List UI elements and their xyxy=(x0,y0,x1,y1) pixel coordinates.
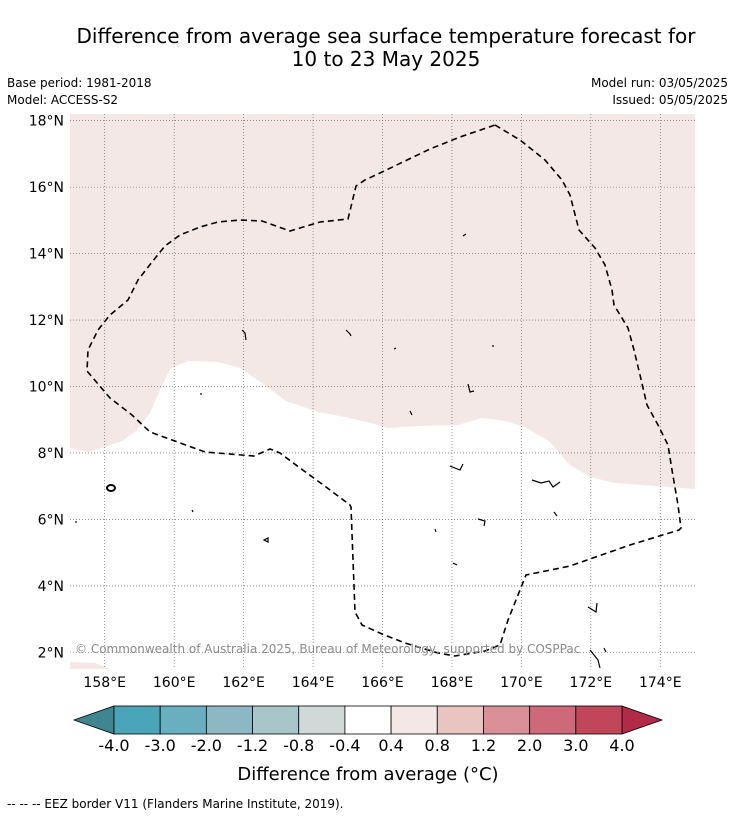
base-period: Base period: 1981-2018 xyxy=(7,76,152,90)
eez-legend-note: -- -- -- EEZ border V11 (Flanders Marine… xyxy=(7,797,344,811)
lon-tick-label: 170°E xyxy=(500,675,543,691)
colorbar-tick-label: -1.2 xyxy=(237,736,268,755)
lat-tick-label: 2°N xyxy=(38,645,64,661)
colorbar-segment xyxy=(113,705,161,735)
title-line-1: Difference from average sea surface temp… xyxy=(76,24,696,48)
colorbar-tick-label: -0.4 xyxy=(329,736,360,755)
anomaly-shaded-sliver xyxy=(70,662,110,669)
colorbar-tick-label: 1.2 xyxy=(471,736,496,755)
colorbar-upper-extension xyxy=(621,705,664,735)
lat-tick-label: 18°N xyxy=(29,114,64,130)
colorbar-segment xyxy=(159,705,207,735)
issued-date: Issued: 05/05/2025 xyxy=(612,93,728,107)
colorbar-tick-labels: -4.0 -3.0 -2.0 -1.2 -0.8 -0.4 0.4 0.8 1.2 2.0 3.0 4… xyxy=(98,736,634,755)
colorbar-tick-label: -3.0 xyxy=(145,736,176,755)
lon-tick-label: 158°E xyxy=(83,675,126,691)
lat-tick-label: 16°N xyxy=(29,180,64,196)
colorbar-segment xyxy=(344,705,392,735)
colorbar-tick-label: 0.8 xyxy=(425,736,450,755)
lon-tick-label: 174°E xyxy=(639,675,682,691)
colorbar-segment xyxy=(436,705,484,735)
copyright-notice: © Commonwealth of Australia 2025, Bureau… xyxy=(75,642,580,656)
lat-tick-label: 6°N xyxy=(38,512,64,528)
colorbar-tick-label: -0.8 xyxy=(283,736,314,755)
colorbar-tick-label: 2.0 xyxy=(517,736,542,755)
lat-tick-label: 4°N xyxy=(38,579,64,595)
lat-tick-label: 10°N xyxy=(29,380,64,396)
colorbar-label: Difference from average (°C) xyxy=(237,764,498,785)
lat-tick-label: 14°N xyxy=(29,247,64,263)
colorbar-segment xyxy=(529,705,577,735)
model-run-date: Model run: 03/05/2025 xyxy=(590,76,728,90)
colorbar-segment xyxy=(575,705,623,735)
lon-tick-label: 162°E xyxy=(222,675,265,691)
map-gridlines xyxy=(70,114,695,669)
map-plot-area xyxy=(70,114,695,669)
colorbar xyxy=(72,705,664,735)
eez-border xyxy=(86,124,682,657)
colorbar-tick-label: 0.4 xyxy=(378,736,403,755)
colorbar-segment xyxy=(205,705,253,735)
lon-tick-label: 166°E xyxy=(361,675,404,691)
colorbar-tick-label: -4.0 xyxy=(98,736,129,755)
lat-tick-label: 12°N xyxy=(29,313,64,329)
colorbar-segment xyxy=(252,705,300,735)
colorbar-lower-extension xyxy=(72,705,115,735)
model-name: Model: ACCESS-S2 xyxy=(7,93,119,107)
anomaly-shaded-region xyxy=(70,114,695,489)
lat-tick-label: 8°N xyxy=(38,446,64,462)
lon-tick-label: 164°E xyxy=(292,675,335,691)
islands xyxy=(75,233,607,669)
lon-tick-label: 160°E xyxy=(153,675,196,691)
title-line-2: 10 to 23 May 2025 xyxy=(291,47,481,71)
colorbar-tick-label: -2.0 xyxy=(191,736,222,755)
colorbar-segment xyxy=(298,705,346,735)
colorbar-tick-label: 4.0 xyxy=(609,736,634,755)
lon-tick-label: 172°E xyxy=(570,675,613,691)
colorbar-segment xyxy=(483,705,531,735)
colorbar-segment xyxy=(390,705,438,735)
lon-tick-label: 168°E xyxy=(431,675,474,691)
axis-tick-labels: 18°N 16°N 14°N 12°N 10°N 8°N 6°N 4°N 2°N 158°E 160… xyxy=(29,114,682,691)
colorbar-tick-label: 3.0 xyxy=(563,736,588,755)
